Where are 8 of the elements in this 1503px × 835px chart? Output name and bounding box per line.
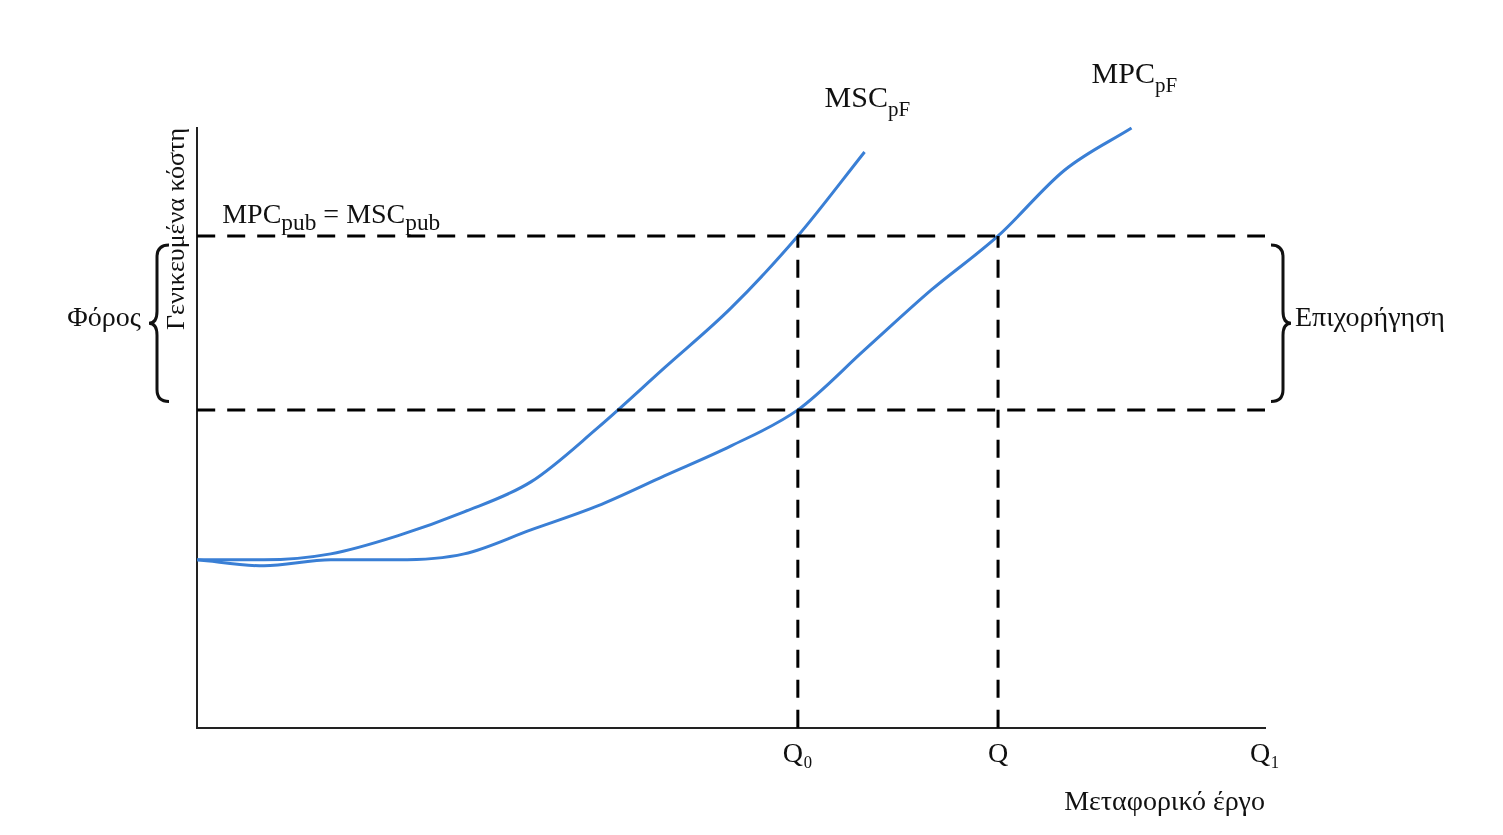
text: Επιχορήγηση bbox=[1295, 300, 1445, 333]
text: Φόρος bbox=[67, 300, 141, 333]
x-axis-title: Μεταφορικό έργο bbox=[1064, 784, 1265, 816]
annotation: MPC$_{pub}$ = MSC$_{pub}$ bbox=[222, 198, 441, 236]
y-axis-title: Γενικευμένα κόστη bbox=[161, 128, 191, 330]
x-tick-label: Q₁ bbox=[1250, 736, 1280, 768]
x-tick-label: Q₀ bbox=[782, 736, 813, 768]
x-tick-label: Q bbox=[987, 736, 1009, 768]
